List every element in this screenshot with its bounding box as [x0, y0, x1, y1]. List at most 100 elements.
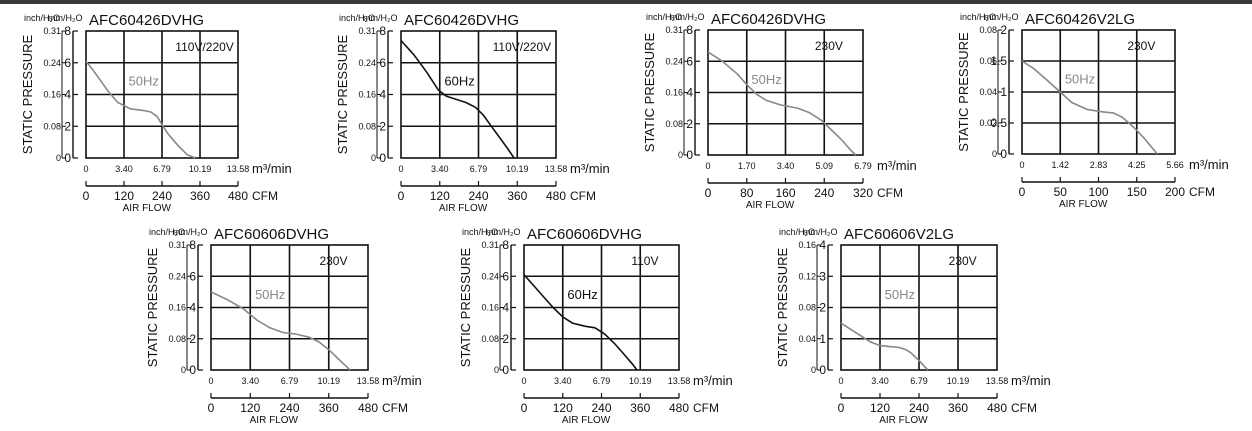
y-tick-label-inch: 0.08	[168, 334, 186, 344]
x-axis-label: AIR FLOW	[879, 415, 928, 426]
x-tick-label-m3: 10.19	[189, 164, 212, 174]
y-tick-label-mm: 6	[189, 269, 196, 283]
x-tick-label-cfm: 120	[430, 189, 450, 203]
x-tick-label-m3: 1.70	[738, 161, 756, 171]
x-tick-label-cfm: 320	[853, 186, 873, 200]
plot-frame	[523, 244, 680, 371]
plot-frame	[1021, 29, 1176, 155]
y-unit-inch: inch/H₂O	[779, 227, 815, 237]
y-tick-label-mm: 4	[819, 238, 826, 252]
y-tick-label-inch: 0.16	[665, 88, 683, 98]
x-tick-label-cfm: 240	[468, 189, 488, 203]
x-tick-label-m3: 13.58	[357, 376, 380, 386]
x-tick-label-cfm: 80	[740, 186, 754, 200]
y-tick-label-inch: 0.08	[979, 25, 997, 35]
y-axis-label: STATIC PRESSURE	[775, 247, 790, 367]
voltage-label: 110V/220V	[493, 40, 552, 54]
voltage-label: 230V	[1127, 39, 1155, 53]
y-unit-mm: mm/H₂O	[173, 227, 208, 237]
y-tick-label-inch: 0.02	[979, 118, 997, 128]
x-tick-label-cfm: 120	[870, 401, 890, 415]
x-tick-label-m3: 0	[838, 376, 843, 386]
x-tick-label-cfm: 0	[208, 401, 215, 415]
y-unit-inch: inch/H₂O	[960, 12, 996, 22]
y-tick-label-mm: 0	[1000, 147, 1007, 161]
y-tick-label-inch: 0.12	[798, 271, 816, 281]
x-tick-label-cfm: 0	[521, 401, 528, 415]
chart-title: AFC60426DVHG	[404, 12, 519, 29]
x-axis-label: AIR FLOW	[250, 415, 299, 426]
x-tick-label-m3: 6.79	[153, 164, 171, 174]
x-tick-label-cfm: 0	[398, 189, 405, 203]
y-tick-label-mm: 2	[189, 332, 196, 346]
y-unit-inch: inch/H₂O	[462, 227, 498, 237]
x-tick-label-m3: 10.19	[506, 164, 529, 174]
y-tick-label-mm: 8	[64, 24, 71, 38]
plot-frame	[85, 30, 239, 159]
y-tick-label-mm: 0	[686, 148, 693, 162]
x-tick-label-m3: 13.58	[545, 164, 568, 174]
voltage-label: 230V	[815, 39, 843, 53]
frequency-label: 50Hz	[1065, 71, 1095, 86]
x-tick-label-cfm: 240	[909, 401, 929, 415]
x-tick-label-m3: 1.42	[1051, 160, 1069, 170]
y-tick-label-mm: 1.5	[990, 54, 1007, 68]
x-unit-cfm: CFM	[693, 401, 719, 415]
x-unit-cfm: CFM	[382, 401, 408, 415]
x-tick-label-m3: 3.40	[115, 164, 133, 174]
x-tick-label-m3: 6.79	[470, 164, 488, 174]
y-tick-label-inch: 0.04	[979, 87, 997, 97]
x-tick-label-cfm: 0	[705, 186, 712, 200]
x-tick-label-cfm: 360	[190, 189, 210, 203]
x-tick-label-m3: 6.79	[854, 161, 872, 171]
x-tick-label-m3: 0	[521, 376, 526, 386]
chart-6: 0020.0840.1660.2480.31inch/H₂Omm/H₂OSTAT…	[458, 226, 733, 426]
x-tick-label-cfm: 360	[319, 401, 339, 415]
x-tick-label-cfm: 480	[669, 401, 689, 415]
y-tick-label-inch: 0.16	[168, 303, 186, 313]
x-tick-label-cfm: 240	[152, 189, 172, 203]
top-bar	[0, 0, 1252, 4]
x-tick-label-m3: 5.66	[1166, 160, 1184, 170]
fan-curve-line	[85, 60, 196, 159]
y-tick-label-inch: 0	[181, 365, 186, 375]
y-tick-label-mm: 6	[379, 56, 386, 70]
chart-5: 0020.0840.1660.2480.31inch/H₂Omm/H₂OSTAT…	[145, 226, 422, 426]
x-tick-label-cfm: 480	[358, 401, 378, 415]
chart-title: AFC60606DVHG	[214, 226, 329, 243]
voltage-label: 230V	[319, 254, 347, 268]
y-tick-label-inch: 0.08	[43, 121, 61, 131]
x-unit-cfm: CFM	[877, 186, 903, 200]
x-tick-label-m3: 13.58	[668, 376, 691, 386]
y-tick-label-inch: 0.24	[43, 58, 61, 68]
frequency-label: 50Hz	[751, 72, 781, 87]
y-tick-label-mm: 0	[64, 151, 71, 165]
frequency-label: 60Hz	[567, 287, 597, 302]
y-tick-label-inch: 0.24	[665, 56, 683, 66]
y-axis-label: STATIC PRESSURE	[956, 32, 971, 152]
y-tick-label-inch: 0.24	[358, 58, 376, 68]
x-tick-label-cfm: 0	[838, 401, 845, 415]
x-tick-label-m3: 10.19	[947, 376, 970, 386]
x-tick-label-cfm: 480	[987, 401, 1007, 415]
x-tick-label-m3: 3.40	[871, 376, 889, 386]
y-tick-label-mm: 8	[686, 23, 693, 37]
y-tick-label-inch: 0.16	[43, 90, 61, 100]
y-tick-label-mm: 2	[1000, 23, 1007, 37]
y-unit-inch: inch/H₂O	[339, 13, 375, 23]
x-unit-m3: m³/min	[693, 373, 733, 388]
x-tick-label-cfm: 240	[591, 401, 611, 415]
plot-frame	[210, 244, 369, 371]
chart-4: 000.50.0210.041.50.0620.08inch/H₂Omm/H₂O…	[956, 11, 1229, 210]
x-tick-label-m3: 6.79	[593, 376, 611, 386]
x-unit-cfm: CFM	[570, 189, 596, 203]
fan-curve-line	[523, 274, 638, 371]
y-tick-label-mm: 1	[819, 332, 826, 346]
x-tick-label-m3: 0	[208, 376, 213, 386]
y-tick-label-inch: 0	[678, 150, 683, 160]
y-unit-mm: mm/H₂O	[486, 227, 521, 237]
x-tick-label-m3: 10.19	[317, 376, 340, 386]
x-axis-label: AIR FLOW	[746, 200, 795, 211]
x-unit-cfm: CFM	[1189, 185, 1215, 199]
